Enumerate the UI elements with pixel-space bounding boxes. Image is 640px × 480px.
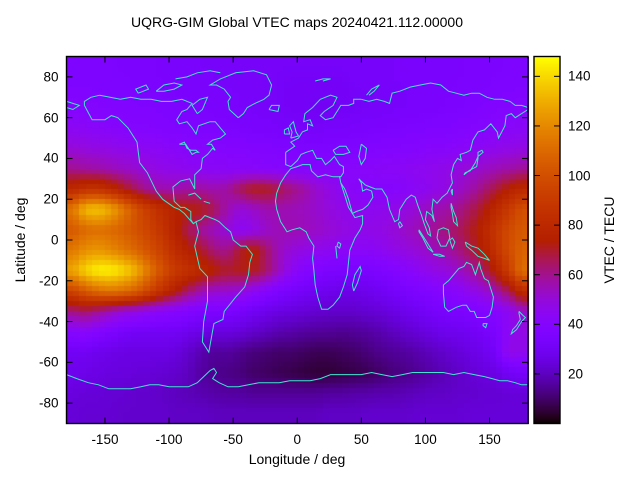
coastline [179,141,200,156]
coastline [83,105,253,354]
colorbar-border [533,55,561,425]
x-axis-label: Longitude / deg [248,451,346,467]
coastline [336,241,342,250]
colorbar-tick-label: 60 [568,266,584,282]
y-tick-label: 40 [43,150,59,166]
coastline [463,149,484,176]
y-tick-label: -20 [38,273,59,289]
coastline [361,82,529,108]
coastline [442,260,494,318]
y-tick-label: 80 [43,69,59,85]
y-tick-label: -40 [38,313,59,329]
coastline [397,221,404,229]
coastline [66,367,528,390]
coastline [83,94,227,224]
coastline [340,178,374,215]
coastline [268,104,280,113]
colorbar-tick-label: 140 [568,68,591,84]
coastline [274,168,364,310]
coastline [449,237,456,250]
y-tick-label: 0 [50,232,59,248]
coastline [203,200,211,204]
coastline [351,265,362,292]
y-tick-label: 60 [43,109,59,125]
x-tick-label: 0 [293,431,302,447]
coastline [175,70,221,80]
coastlines [66,70,529,390]
x-tick-label: -150 [91,431,119,447]
coastline [450,188,453,196]
coastline [510,311,527,336]
coastline [464,241,490,261]
colorbar-tick-label: 120 [568,118,591,134]
colorbar-canvas [534,56,560,424]
colorbar-label: VTEC / TECU [601,196,617,284]
coastline [155,82,184,92]
coastline [285,149,344,178]
coastline [432,253,445,257]
coastline [188,192,202,200]
colorbar-tick-label: 100 [568,167,591,183]
coastline [289,120,300,139]
coastline [335,246,338,259]
coastline [66,100,81,111]
y-tick-label: 20 [43,191,59,207]
coastline [283,127,291,135]
x-tick-label: -50 [223,431,243,447]
chart-title: UQRG-GIM Global VTEC maps 20240421.112.0… [130,14,464,30]
vtec-heatmap-canvas [66,56,529,424]
coastline [450,203,459,228]
x-tick-label: 100 [414,431,437,447]
x-tick-label: -100 [155,431,183,447]
x-tick-label: 150 [478,431,501,447]
coastline [482,323,488,329]
coastline [332,145,351,155]
tick-marks [66,56,560,424]
coastline [191,96,209,114]
y-tick-label: -60 [38,354,59,370]
coastline [358,143,368,166]
x-tick-label: 50 [353,431,369,447]
colorbar-tick-label: 40 [568,316,584,332]
coastline [436,227,451,247]
coastline [315,78,331,82]
plot-border [65,55,529,425]
coastline [134,84,150,94]
coastline [358,109,529,238]
colorbar-tick-label: 20 [568,366,584,382]
coastline [208,70,273,119]
colorbar-tick-label: 80 [568,217,584,233]
y-tick-label: -80 [38,395,59,411]
y-axis-label: Latitude / deg [12,197,28,283]
coastline [366,84,380,96]
coastline [285,94,362,153]
coastline [418,229,434,253]
